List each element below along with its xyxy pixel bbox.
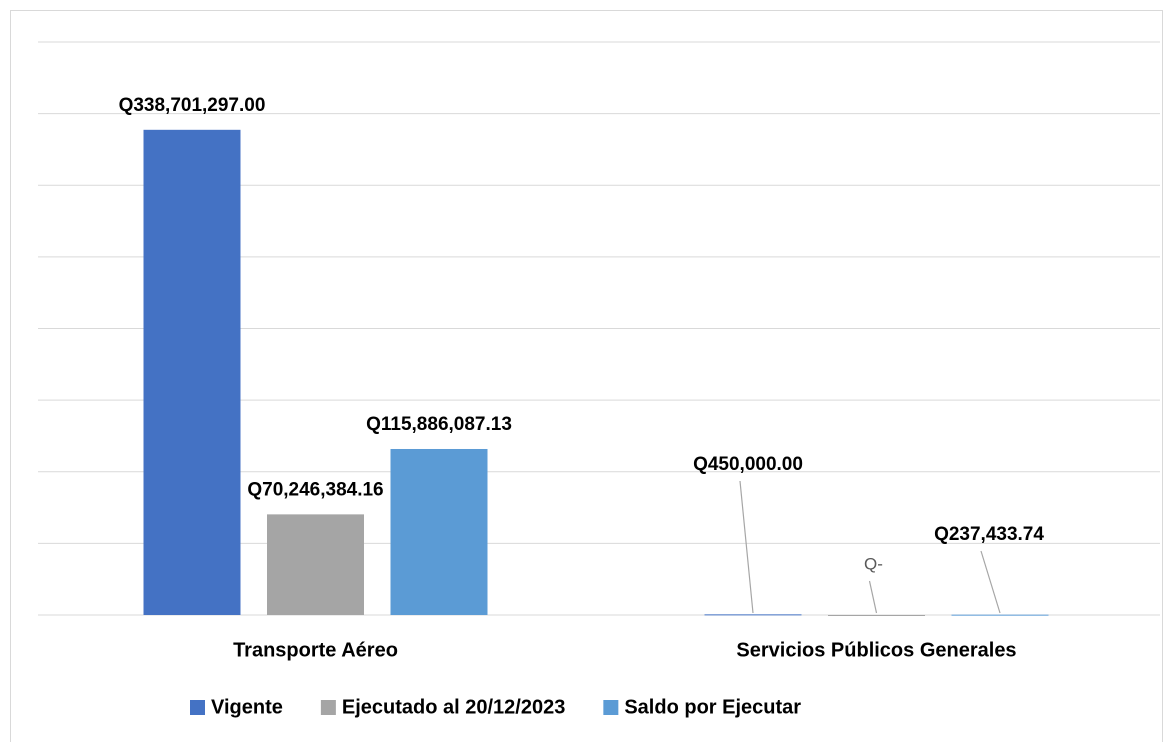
leader-line (868, 580, 878, 614)
legend-label: Vigente (211, 696, 283, 718)
bar (143, 129, 241, 615)
bar (267, 514, 364, 615)
data-label: Q338,701,297.00 (119, 95, 266, 116)
leader-line (980, 550, 1001, 614)
legend-swatch (190, 700, 205, 715)
legend-swatch (603, 700, 619, 715)
legend-swatch (320, 700, 336, 715)
x-tick-label: Transporte Aéreo (233, 639, 398, 661)
leader-line (739, 480, 754, 614)
data-label: Q115,886,087.13 (366, 414, 512, 435)
data-label: Q450,000.00 (693, 454, 803, 475)
bar (951, 614, 1049, 616)
chart-border (10, 10, 1163, 742)
legend-label: Ejecutado al 20/12/2023 (342, 696, 565, 718)
data-label: Q237,433.74 (934, 524, 1044, 545)
bar (390, 448, 488, 615)
data-label: Q- (864, 554, 883, 573)
bar (704, 614, 802, 616)
legend-label: Saldo por Ejecutar (624, 696, 801, 718)
data-label: Q70,246,384.16 (247, 479, 383, 500)
bar (828, 615, 925, 616)
x-tick-label: Servicios Públicos Generales (736, 639, 1016, 661)
